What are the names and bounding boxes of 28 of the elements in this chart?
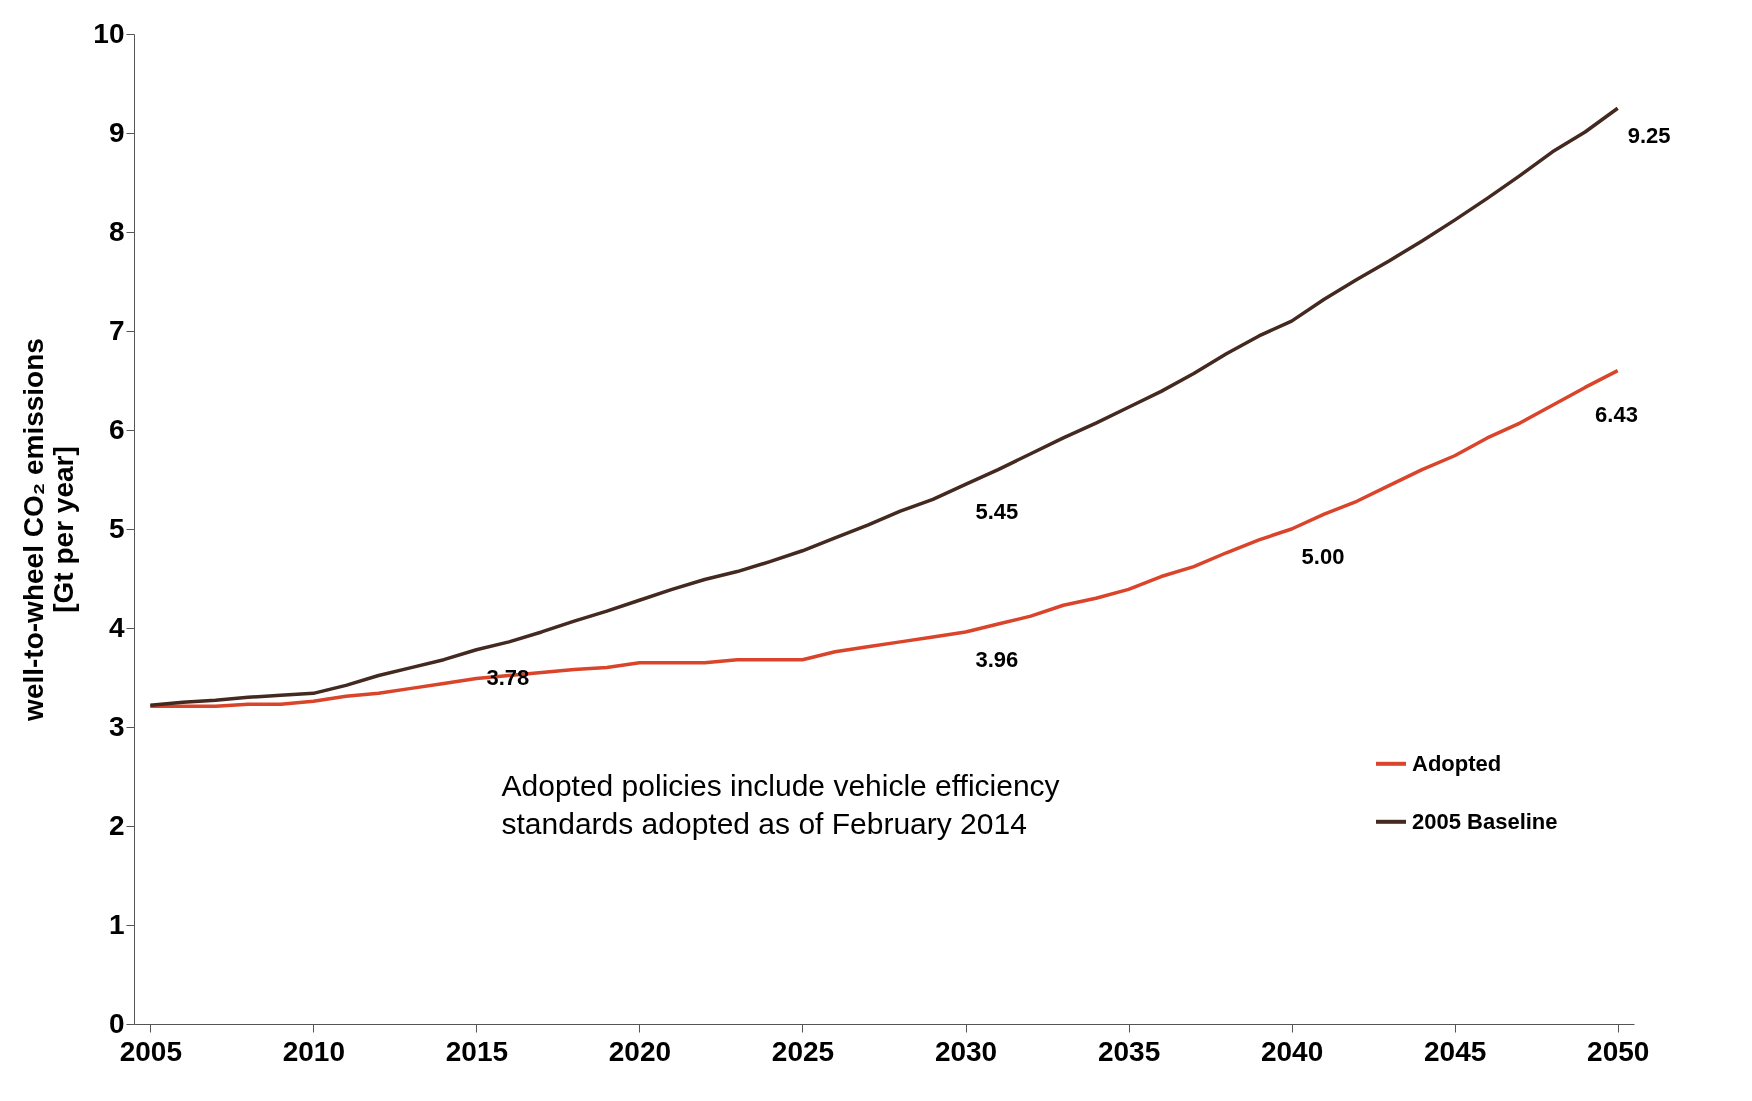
- y-tick-label: 1: [108, 908, 125, 940]
- y-tick-label: 5: [108, 512, 125, 544]
- x-tick-label: 2050: [1587, 1035, 1650, 1067]
- y-tick-label: 7: [108, 314, 125, 346]
- x-tick-label: 2035: [1097, 1035, 1161, 1067]
- annotation: 5.00: [1301, 544, 1345, 569]
- x-tick-label: 2010: [282, 1035, 345, 1067]
- y-tick-label: 4: [108, 611, 125, 643]
- y-tick-label: 9: [108, 116, 125, 148]
- x-tick-label: 2040: [1260, 1035, 1324, 1067]
- y-tick-label: 3: [108, 710, 125, 742]
- annotation: 6.43: [1595, 402, 1638, 428]
- annotation: Adopted policies include vehicle efficiency standards adopted as of February 2014: [501, 768, 1060, 840]
- x-tick-label: 2025: [771, 1035, 835, 1067]
- annotation: 3.96: [975, 646, 1019, 672]
- y-tick-label: 6: [108, 413, 125, 445]
- y-tick-label: 2: [108, 809, 125, 841]
- y-axis-title: well-to-wheel CO₂ emissions [Gt per year]: [18, 338, 80, 722]
- legend-label: Adopted: [1412, 750, 1502, 776]
- x-tick-label: 2015: [445, 1035, 509, 1067]
- x-tick-label: 2030: [934, 1035, 998, 1067]
- annotation: 5.45: [975, 499, 1019, 525]
- annotation: 9.25: [1627, 123, 1671, 149]
- x-tick-label: 2045: [1424, 1035, 1487, 1067]
- y-tick-label: 10: [93, 17, 125, 49]
- x-tick-label: 2020: [608, 1035, 672, 1067]
- y-tick-label: 8: [108, 215, 125, 247]
- legend-label: 2005 Baseline: [1412, 808, 1558, 834]
